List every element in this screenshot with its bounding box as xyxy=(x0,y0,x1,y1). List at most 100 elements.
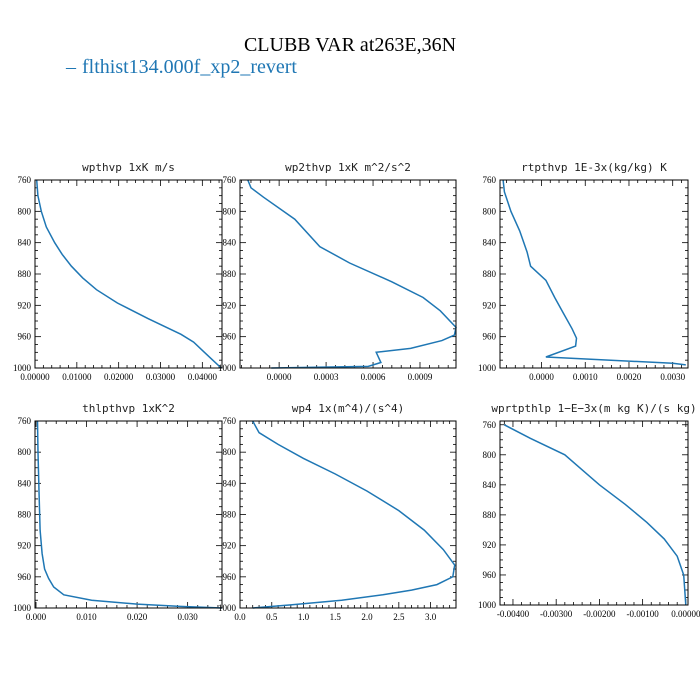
chart-panel-1: wpthvp 1xK m/s 760 800 840 880 920 960 10000.00… xyxy=(13,161,223,382)
legend-line-icon: – xyxy=(66,56,76,78)
y-tick-label: 840 xyxy=(223,478,237,488)
x-tick-label: 0.0006 xyxy=(361,372,386,382)
panel-title: rtpthvp 1E-3x(kg/kg) K xyxy=(521,161,667,174)
panel-title: wpthvp 1xK m/s xyxy=(82,161,175,174)
y-tick-label: 920 xyxy=(223,541,237,551)
y-tick-label: 840 xyxy=(483,480,497,490)
panel-title: thlpthvp 1xK^2 xyxy=(82,402,175,415)
x-tick-label: 0.0010 xyxy=(573,372,598,382)
x-tick-label: 0.0009 xyxy=(408,372,433,382)
y-tick-label: 1000 xyxy=(478,600,497,610)
chart-panel-6: wprtpthlp 1−E−3x(m kg K)/(s kg) 760 800 840… xyxy=(478,402,700,619)
y-tick-label: 960 xyxy=(483,332,497,342)
x-tick-label: -0.00100 xyxy=(626,609,659,619)
chart-panel-3: rtpthvp 1E-3x(kg/kg) K 760 800 840 880 920 960… xyxy=(478,161,689,382)
plot-frame xyxy=(239,420,457,609)
y-tick-label: 840 xyxy=(483,238,497,248)
x-tick-label: 0.0000 xyxy=(529,372,554,382)
y-tick-label: 1000 xyxy=(218,603,237,613)
y-tick-label: 920 xyxy=(223,300,237,310)
panel-title: wp4 1x(m^4)/(s^4) xyxy=(292,402,405,415)
series-line xyxy=(503,424,687,606)
series-line xyxy=(502,179,686,366)
x-tick-label: 0.5 xyxy=(266,612,278,622)
x-tick-label: 0.00000 xyxy=(671,609,700,619)
y-tick-label: 1000 xyxy=(478,363,497,373)
y-tick-label: 920 xyxy=(18,300,32,310)
x-tick-label: -0.00200 xyxy=(583,609,616,619)
y-tick-label: 1000 xyxy=(13,363,32,373)
y-tick-label: 800 xyxy=(223,206,237,216)
x-tick-label: 2.5 xyxy=(393,612,405,622)
x-tick-label: 1.5 xyxy=(330,612,342,622)
series-line xyxy=(252,420,456,609)
series-line xyxy=(35,179,222,369)
y-tick-label: 760 xyxy=(223,175,237,185)
x-tick-label: -0.00300 xyxy=(540,609,573,619)
y-tick-label: 960 xyxy=(483,570,497,580)
plot-frame xyxy=(34,420,223,609)
y-tick-label: 800 xyxy=(483,450,497,460)
x-tick-label: 0.0 xyxy=(234,612,246,622)
y-tick-label: 760 xyxy=(483,175,497,185)
y-tick-label: 760 xyxy=(18,175,32,185)
y-tick-label: 920 xyxy=(483,300,497,310)
y-tick-label: 800 xyxy=(18,206,32,216)
y-tick-label: 880 xyxy=(18,269,32,279)
x-tick-label: 0.0000 xyxy=(267,372,292,382)
chart-panel-5: wp4 1x(m^4)/(s^4)76080084088092096010000… xyxy=(218,402,457,622)
y-tick-label: 960 xyxy=(18,332,32,342)
legend: – flthist134.000f_xp2_revert xyxy=(66,56,297,79)
x-tick-label: 0.010 xyxy=(76,612,97,622)
x-tick-label: 0.04000 xyxy=(188,372,218,382)
x-tick-label: 0.03000 xyxy=(146,372,176,382)
y-tick-label: 1000 xyxy=(13,603,32,613)
x-tick-label: 0.030 xyxy=(178,612,199,622)
x-tick-label: 2.0 xyxy=(361,612,373,622)
plot-frame xyxy=(239,179,457,369)
y-tick-label: 880 xyxy=(483,510,497,520)
y-tick-label: 760 xyxy=(18,416,32,426)
x-tick-label: -0.00400 xyxy=(497,609,530,619)
y-tick-label: 760 xyxy=(483,420,497,430)
y-tick-label: 800 xyxy=(223,447,237,457)
x-tick-label: 0.000 xyxy=(26,612,47,622)
y-tick-label: 800 xyxy=(483,206,497,216)
figure-title: CLUBB VAR at263E,36N xyxy=(243,34,457,56)
x-tick-label: 3.0 xyxy=(425,612,437,622)
x-tick-label: 0.01000 xyxy=(62,372,92,382)
y-tick-label: 840 xyxy=(18,238,32,248)
x-tick-label: 0.020 xyxy=(127,612,148,622)
panel-title: wprtpthlp 1−E−3x(m kg K)/(s kg) xyxy=(491,402,696,415)
x-tick-label: 0.0003 xyxy=(314,372,339,382)
y-tick-label: 840 xyxy=(18,478,32,488)
x-tick-label: 1.0 xyxy=(298,612,310,622)
series-line xyxy=(36,420,223,609)
y-tick-label: 920 xyxy=(18,541,32,551)
chart-panel-2: wp2thvp 1xK m^2/s^2 760 800 840 880 920 960 100… xyxy=(218,161,457,382)
x-tick-label: 0.00000 xyxy=(20,372,50,382)
panel-title: wp2thvp 1xK m^2/s^2 xyxy=(285,161,411,174)
y-tick-label: 840 xyxy=(223,238,237,248)
legend-label: flthist134.000f_xp2_revert xyxy=(82,56,297,78)
chart-panel-4: thlpthvp 1xK^2 760 800 840 880 920 960 10000.00… xyxy=(13,402,223,622)
x-tick-label: 0.0020 xyxy=(617,372,642,382)
y-tick-label: 800 xyxy=(18,447,32,457)
y-tick-label: 1000 xyxy=(218,363,237,373)
x-tick-label: 0.02000 xyxy=(104,372,134,382)
series-line xyxy=(247,179,457,369)
y-tick-label: 920 xyxy=(483,540,497,550)
y-tick-label: 960 xyxy=(223,572,237,582)
y-tick-label: 880 xyxy=(18,510,32,520)
plot-frame xyxy=(499,420,689,606)
plot-frame xyxy=(499,179,689,369)
y-tick-label: 880 xyxy=(483,269,497,279)
plot-frame xyxy=(34,179,223,369)
x-tick-label: 0.0030 xyxy=(660,372,685,382)
y-tick-label: 880 xyxy=(223,510,237,520)
y-tick-label: 960 xyxy=(18,572,32,582)
y-tick-label: 760 xyxy=(223,416,237,426)
y-tick-label: 880 xyxy=(223,269,237,279)
y-tick-label: 960 xyxy=(223,332,237,342)
